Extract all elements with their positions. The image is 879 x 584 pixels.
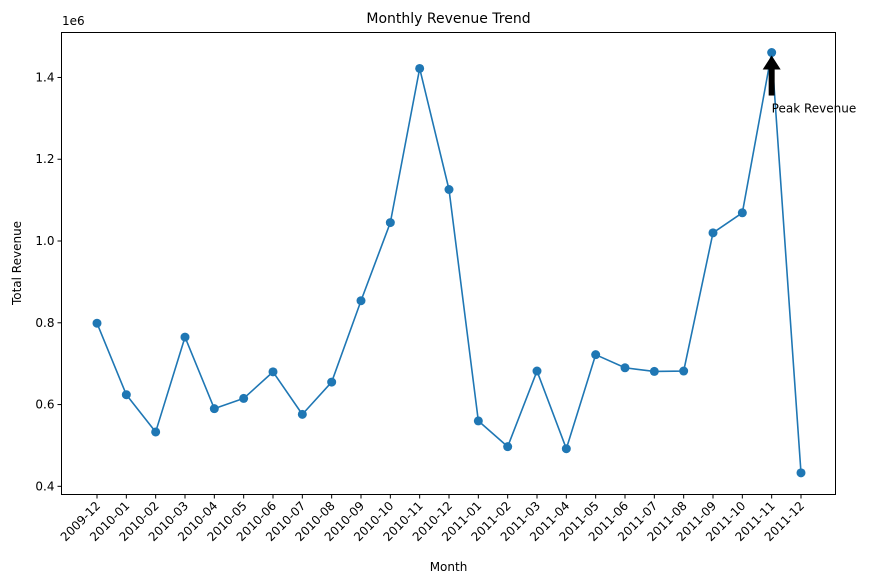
data-point-2010-06 — [268, 367, 278, 377]
plot-frame — [61, 32, 836, 495]
data-point-2011-11 — [767, 48, 777, 58]
annotation-label: Peak Revenue — [772, 102, 857, 116]
y-tick-label: 0.8 — [35, 316, 54, 330]
data-point-2010-01 — [121, 390, 131, 400]
data-point-2011-01 — [473, 416, 483, 426]
y-tick-label: 0.4 — [35, 479, 54, 493]
data-point-2010-10 — [385, 218, 395, 228]
data-point-2010-08 — [327, 377, 337, 387]
data-point-2011-10 — [737, 208, 747, 218]
x-axis: 2009-122010-012010-022010-032010-042010-… — [58, 494, 807, 544]
data-point-2011-04 — [561, 444, 571, 454]
x-axis-label: Month — [430, 560, 468, 574]
data-point-2010-05 — [239, 393, 249, 403]
y-tick-label: 1.4 — [35, 70, 54, 84]
data-point-2011-05 — [591, 350, 601, 360]
y-axis: 0.4 0.6 0.8 1.0 1.2 1.4 — [35, 70, 62, 493]
annotation-arrow-head — [762, 55, 781, 70]
data-point-2011-08 — [679, 366, 689, 376]
data-point-2011-03 — [532, 366, 542, 376]
data-point-2011-09 — [708, 228, 718, 238]
data-point-2009-12 — [92, 318, 102, 328]
data-point-2010-12 — [444, 184, 454, 194]
y-tick-label: 0.6 — [35, 398, 54, 412]
data-point-2010-03 — [180, 332, 190, 342]
y-axis-scale-label: 1e6 — [62, 14, 85, 28]
data-point-2010-11 — [415, 63, 425, 73]
data-point-2011-07 — [649, 366, 659, 376]
plot-area — [92, 48, 806, 478]
data-point-2010-02 — [151, 427, 161, 437]
chart-title: Monthly Revenue Trend — [366, 11, 530, 27]
y-tick-label: 1.2 — [35, 152, 54, 166]
data-point-2010-09 — [356, 296, 366, 306]
data-point-2011-02 — [503, 442, 513, 452]
peak-annotation: Peak Revenue — [762, 55, 857, 116]
y-axis-label: Total Revenue — [10, 221, 24, 306]
data-point-2011-06 — [620, 363, 630, 373]
data-point-2010-04 — [209, 404, 219, 414]
data-point-2011-12 — [796, 468, 806, 478]
series-line — [96, 51, 802, 473]
y-tick-label: 1.0 — [35, 234, 54, 248]
data-point-2010-07 — [297, 409, 307, 419]
